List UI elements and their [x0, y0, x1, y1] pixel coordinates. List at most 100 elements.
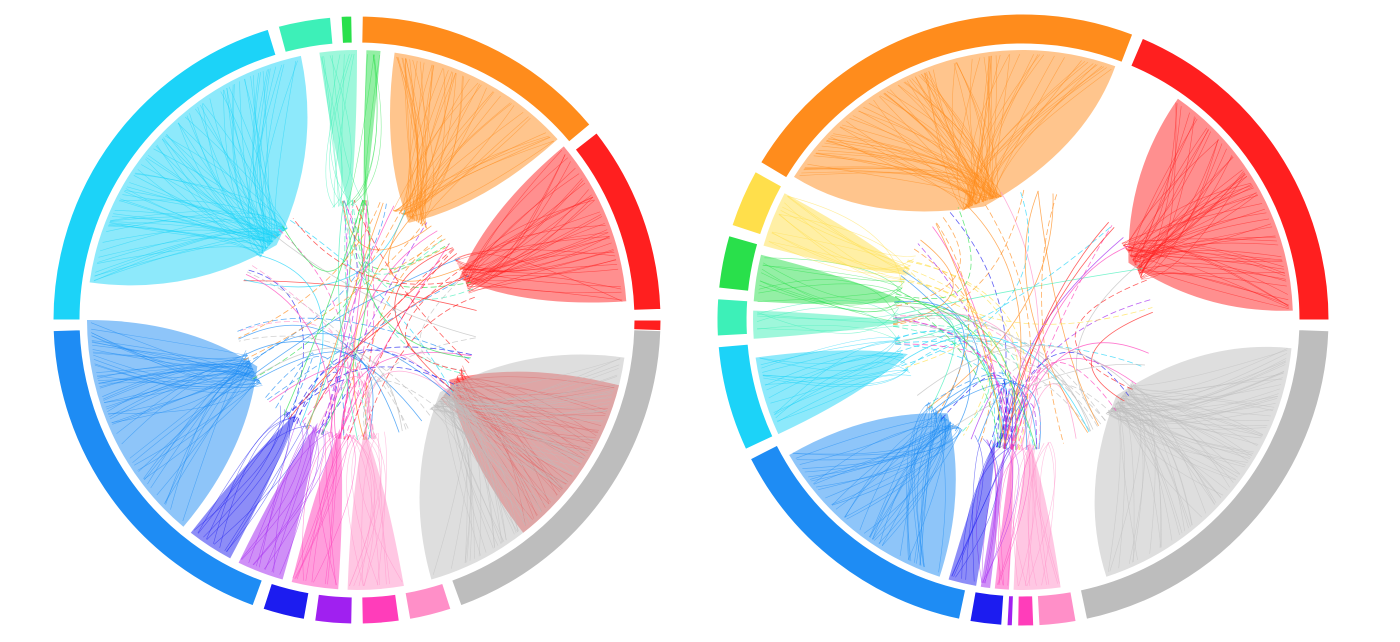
ribbon-line [813, 425, 960, 485]
ribbon-line [1134, 182, 1252, 265]
chord-line [337, 243, 450, 439]
ribbon-line [213, 423, 309, 545]
ribbon-line [758, 283, 901, 296]
ribbon-line [956, 62, 988, 204]
ribbon-line [844, 418, 947, 518]
ribbon-line [294, 431, 337, 579]
ribbon-line [872, 422, 952, 540]
ribbon-line [955, 438, 999, 578]
ribbon-line [91, 340, 260, 382]
chord-line [916, 345, 1134, 396]
ribbon-line [111, 216, 270, 247]
group-arc [749, 444, 967, 620]
chord-line [895, 343, 1026, 450]
chord-line [245, 274, 333, 438]
ribbon-line [1111, 408, 1189, 529]
chord-line [1074, 279, 1147, 390]
chord-line [933, 382, 1041, 450]
ribbon-line [1121, 396, 1202, 518]
ribbon-line [109, 222, 280, 239]
ribbon-line [206, 425, 311, 540]
ribbon-line [792, 423, 954, 456]
ribbon-line [1137, 156, 1234, 271]
group-arc [314, 593, 353, 625]
chord-line [927, 193, 1054, 409]
ribbon-line [1115, 404, 1191, 527]
ribbon-line [762, 264, 905, 282]
ribbon-line [1041, 442, 1055, 586]
ribbon-line [443, 395, 588, 454]
ribbon-line [1121, 203, 1263, 244]
chord-line [998, 383, 1113, 448]
ribbon-line [166, 134, 266, 251]
group-arc [760, 13, 1134, 179]
ribbon-line [400, 70, 449, 214]
ribbon-band [190, 412, 298, 559]
ribbon-line [258, 418, 299, 568]
group-arc [404, 582, 452, 620]
chord-line [278, 228, 349, 439]
ribbon-line [775, 362, 910, 419]
ribbon-line [457, 189, 589, 271]
ribbon-line [295, 434, 348, 579]
ribbon-line [1109, 407, 1193, 526]
ribbon-line [762, 265, 903, 289]
ribbon-line [759, 350, 903, 372]
ribbon-line [311, 434, 352, 583]
ribbon-line [466, 173, 580, 287]
ribbon-line [765, 354, 907, 386]
ribbon-line [363, 434, 386, 586]
ribbon-line [134, 379, 260, 466]
ribbon-line [756, 308, 899, 334]
chord-line [964, 203, 1022, 449]
chord-line [333, 205, 395, 439]
ribbon-line [435, 403, 583, 462]
ribbon-line [405, 58, 412, 219]
ribbon-line [92, 351, 255, 372]
ribbon-line [906, 419, 948, 561]
ribbon-line [468, 250, 614, 294]
ribbon-line [466, 178, 583, 287]
ribbon-line [351, 54, 382, 206]
chord-line [893, 217, 961, 307]
ribbon-line [839, 126, 976, 205]
ribbon-line [226, 422, 306, 553]
chord-line [896, 289, 1001, 449]
ribbon-line [455, 379, 495, 548]
ribbon-line [346, 54, 375, 206]
ribbon-line [792, 414, 942, 455]
chord-line [935, 222, 970, 417]
ribbon-line [787, 196, 909, 270]
ribbon-line [874, 427, 961, 541]
ribbon-line [129, 182, 270, 246]
ribbon-line [1032, 444, 1058, 584]
ribbon-line [878, 96, 977, 205]
ribbon-line [1125, 139, 1219, 250]
chord-line [361, 200, 471, 359]
ribbon-line [1130, 383, 1207, 514]
group-arc [1130, 37, 1330, 321]
chord-line [1012, 342, 1149, 450]
ribbon-line [466, 236, 610, 287]
ribbon-line [341, 54, 345, 207]
ribbon-line [98, 237, 264, 258]
ribbon-line [756, 312, 899, 320]
ribbon-line [252, 429, 325, 565]
ribbon-line [906, 80, 986, 201]
ribbon-line [795, 417, 946, 459]
ribbon-line [982, 56, 989, 202]
ribbon-line [1141, 273, 1289, 306]
ribbon-line [333, 53, 355, 208]
ribbon-line [223, 89, 280, 237]
ribbon-line [467, 275, 622, 290]
ribbon-line [399, 91, 494, 214]
ribbon-line [91, 328, 248, 357]
ribbon-line [401, 57, 427, 228]
ribbon-line [928, 71, 997, 198]
ribbon-line [1136, 242, 1279, 269]
ribbon-line [1129, 193, 1258, 256]
chord-line [285, 366, 458, 418]
ribbon-line [411, 72, 456, 219]
chord-line [903, 343, 995, 447]
ribbon-line [392, 78, 470, 211]
